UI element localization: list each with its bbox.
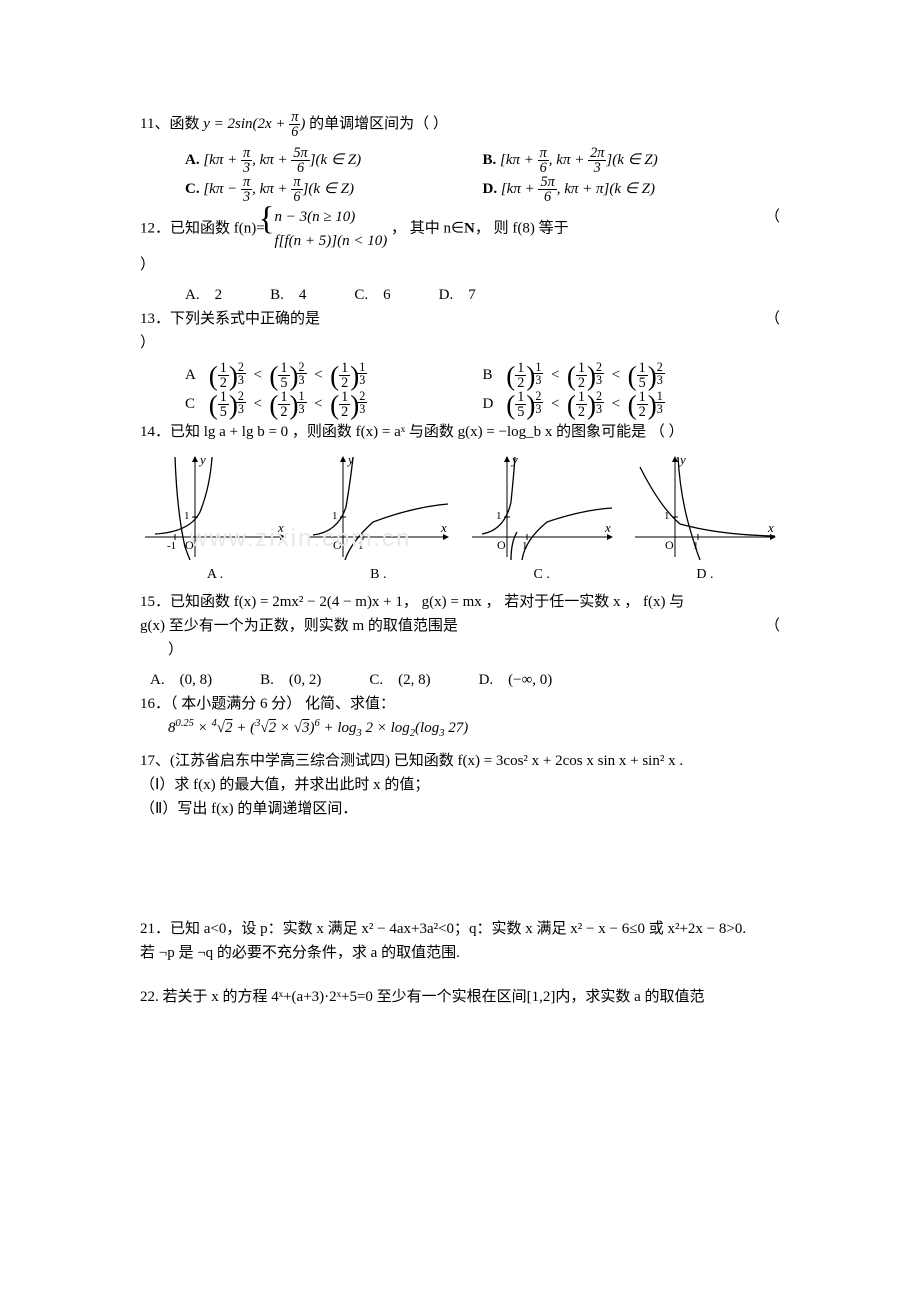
svg-text:y: y xyxy=(198,452,206,467)
q11-options: A. [kπ + π3, kπ + 5π6](k ∈ Z) B. [kπ + π… xyxy=(140,146,780,205)
q13-options: A (12)23 < (15)23 < (12)13 B (12)13 < (1… xyxy=(140,361,780,420)
q14-graph-B: y x O 1 1 B . xyxy=(303,452,453,586)
q14-graph-A: y x O 1 -1 A . xyxy=(140,452,290,586)
question-11: 11、函数 y = 2sin(2x + π6) 的单调增区间为（ ） xyxy=(140,110,780,140)
q21-line2: 若 ¬p 是 ¬q 的必要不充分条件，求 a 的取值范围. xyxy=(140,941,780,965)
q11-prefix: 11、函数 xyxy=(140,116,203,132)
q14-graphs: www.zixin.com.cn y x O 1 -1 A . xyxy=(140,452,780,586)
q22-line1: 22. 若关于 x 的方程 4ˣ+(a+3)·2ˣ+5=0 至少有一个实根在区间… xyxy=(140,985,780,1009)
svg-text:x: x xyxy=(604,520,611,535)
q17-line2: （Ⅰ）求 f(x) 的最大值，并求出此时 x 的值； xyxy=(140,773,780,797)
q16-line1: 16．（ 本小题满分 6 分） 化简、求值： xyxy=(140,692,780,716)
q13-opt-D: D (15)23 < (12)23 < (12)13 xyxy=(483,390,781,420)
q13-prefix: 13．下列关系式中正确的是 xyxy=(140,311,320,327)
q12-opt-C: C. 6 xyxy=(354,283,390,307)
q16-expr: 80.25 × 4√2 + (3√2 × √3)6 + log3 2 × log… xyxy=(140,716,780,743)
q15-opt-D: D. (−∞, 0) xyxy=(479,668,553,692)
q14-graph-C: y x O 1 1 C . xyxy=(467,452,617,586)
q15-line2: g(x) 至少有一个为正数，则实数 m 的取值范围是 xyxy=(140,618,458,634)
q11-opt-B: B. [kπ + π6, kπ + 2π3](k ∈ Z) xyxy=(483,146,781,176)
q17-line3: （Ⅱ）写出 f(x) 的单调递增区间． xyxy=(140,797,780,821)
question-22: 22. 若关于 x 的方程 4ˣ+(a+3)·2ˣ+5=0 至少有一个实根在区间… xyxy=(140,985,780,1009)
q17-line1: 17、(江苏省启东中学高三综合测试四) 已知函数 f(x) = 3cos² x … xyxy=(140,749,780,773)
svg-text:O: O xyxy=(665,538,674,552)
q11-opt-A: A. [kπ + π3, kπ + 5π6](k ∈ Z) xyxy=(185,146,483,176)
question-16: 16．（ 本小题满分 6 分） 化简、求值： 80.25 × 4√2 + (3√… xyxy=(140,692,780,743)
q21-line1: 21．已知 a<0，设 p：实数 x 满足 x² − 4ax+3a²<0；q：实… xyxy=(140,917,780,941)
q15-options: A. (0, 8) B. (0, 2) C. (2, 8) D. (−∞, 0) xyxy=(140,668,780,692)
q12-options: A. 2 B. 4 C. 6 D. 7 xyxy=(140,283,780,307)
exam-page: 11、函数 y = 2sin(2x + π6) 的单调增区间为（ ） A. [k… xyxy=(70,0,850,1075)
q11-suffix: 的单调增区间为（ ） xyxy=(309,116,448,132)
question-21: 21．已知 a<0，设 p：实数 x 满足 x² − 4ax+3a²<0；q：实… xyxy=(140,917,780,965)
spacer xyxy=(140,827,780,917)
svg-text:y: y xyxy=(678,452,686,467)
svg-text:1: 1 xyxy=(496,510,502,522)
svg-text:x: x xyxy=(277,520,284,535)
svg-text:1: 1 xyxy=(332,510,338,522)
question-14: 14．已知 lg a + lg b = 0 ，则函数 f(x) = aˣ 与函数… xyxy=(140,420,780,444)
svg-text:1: 1 xyxy=(358,540,364,552)
svg-text:O: O xyxy=(497,538,506,552)
q15-opt-A: A. (0, 8) xyxy=(150,668,212,692)
q11-opt-D: D. [kπ + 5π6, kπ + π](k ∈ Z) xyxy=(483,175,781,205)
question-17: 17、(江苏省启东中学高三综合测试四) 已知函数 f(x) = 3cos² x … xyxy=(140,749,780,821)
spacer-2 xyxy=(140,971,780,985)
question-12: 12．已知函数 f(n)= n − 3(n ≥ 10) f[f(n + 5)](… xyxy=(140,205,780,277)
q13-opt-B: B (12)13 < (12)23 < (15)23 xyxy=(483,361,781,391)
svg-text:x: x xyxy=(767,520,774,535)
q14-text: 14．已知 lg a + lg b = 0 ，则函数 f(x) = aˣ 与函数… xyxy=(140,424,684,440)
q14-graph-D: y x O 1 1 D . xyxy=(630,452,780,586)
svg-text:-1: -1 xyxy=(167,540,176,552)
q12-opt-D: D. 7 xyxy=(439,283,476,307)
q12-piecewise: n − 3(n ≥ 10) f[f(n + 5)](n < 10) xyxy=(268,205,387,253)
q13-opt-A: A (12)23 < (15)23 < (12)13 xyxy=(185,361,483,391)
q12-paren-close: ） xyxy=(140,257,155,273)
q12-opt-A: A. 2 xyxy=(185,283,222,307)
q11-formula: y = 2sin(2x + π6) xyxy=(203,116,309,132)
svg-text:x: x xyxy=(440,520,447,535)
q15-line1: 15．已知函数 f(x) = 2mx² − 2(4 − m)x + 1， g(x… xyxy=(140,590,780,614)
q13-paren-close: ） xyxy=(140,335,155,351)
svg-text:1: 1 xyxy=(184,510,190,522)
q11-opt-C: C. [kπ − π3, kπ + π6](k ∈ Z) xyxy=(185,175,483,205)
svg-text:O: O xyxy=(333,538,342,552)
q12-prefix: 12．已知函数 f(n)= xyxy=(140,220,268,236)
question-13: 13．下列关系式中正确的是 （ ） xyxy=(140,307,780,355)
q15-opt-C: C. (2, 8) xyxy=(369,668,430,692)
q13-opt-C: C (15)23 < (12)13 < (12)23 xyxy=(185,390,483,420)
q12-opt-B: B. 4 xyxy=(270,283,306,307)
question-15: 15．已知函数 f(x) = 2mx² − 2(4 − m)x + 1， g(x… xyxy=(140,590,780,662)
q15-opt-B: B. (0, 2) xyxy=(260,668,321,692)
